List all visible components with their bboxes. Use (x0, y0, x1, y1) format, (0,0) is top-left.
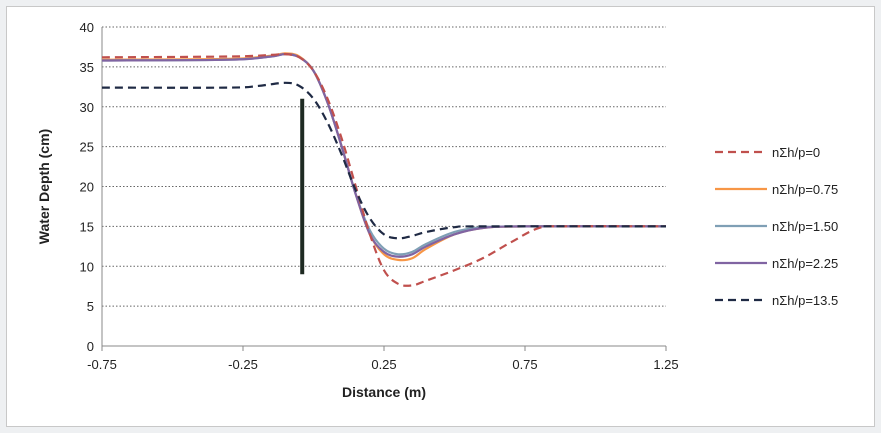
series-line-4 (101, 81, 667, 240)
x-tick-label: 1.25 (653, 357, 678, 372)
series-line-3 (101, 53, 667, 258)
y-axis-title: Water Depth (cm) (36, 129, 52, 244)
x-tick-label: 0.25 (371, 357, 396, 372)
y-tick-label: 35 (80, 60, 94, 75)
legend-label: nΣh/p=0.75 (772, 182, 838, 197)
series-line-2 (101, 53, 667, 256)
gridlines (102, 26, 666, 307)
series-line-1 (101, 52, 667, 262)
series-lines (101, 52, 667, 287)
y-tick-label: 10 (80, 259, 94, 274)
legend-label: nΣh/p=0 (772, 145, 820, 160)
y-tick-label: 30 (80, 100, 94, 115)
line-chart: 0 5 10 15 20 25 30 35 40 -0.75 -0.25 0.25 0.75 1.25 n… (36, 20, 838, 400)
series-line-0 (101, 52, 667, 287)
axes: 0 5 10 15 20 25 30 35 40 -0.75 -0.25 0.25 0.75 1.25 (80, 20, 679, 372)
legend: nΣh/p=0 nΣh/p=0.75 nΣh/p=1.50 nΣh/p=2.25 nΣh… (715, 145, 838, 308)
y-tick-label: 40 (80, 20, 94, 35)
y-tick-label: 5 (87, 299, 94, 314)
x-tick-label: -0.75 (87, 357, 117, 372)
x-axis-title: Distance (m) (342, 384, 426, 400)
y-tick-label: 0 (87, 339, 94, 354)
legend-label: nΣh/p=2.25 (772, 256, 838, 271)
y-tick-label: 15 (80, 219, 94, 234)
legend-label: nΣh/p=13.5 (772, 293, 838, 308)
legend-label: nΣh/p=1.50 (772, 219, 838, 234)
x-tick-label: -0.25 (228, 357, 258, 372)
y-tick-label: 20 (80, 180, 94, 195)
x-tick-label: 0.75 (512, 357, 537, 372)
y-tick-label: 25 (80, 140, 94, 155)
chart-figure: 0 5 10 15 20 25 30 35 40 -0.75 -0.25 0.25 0.75 1.25 n… (6, 6, 875, 427)
